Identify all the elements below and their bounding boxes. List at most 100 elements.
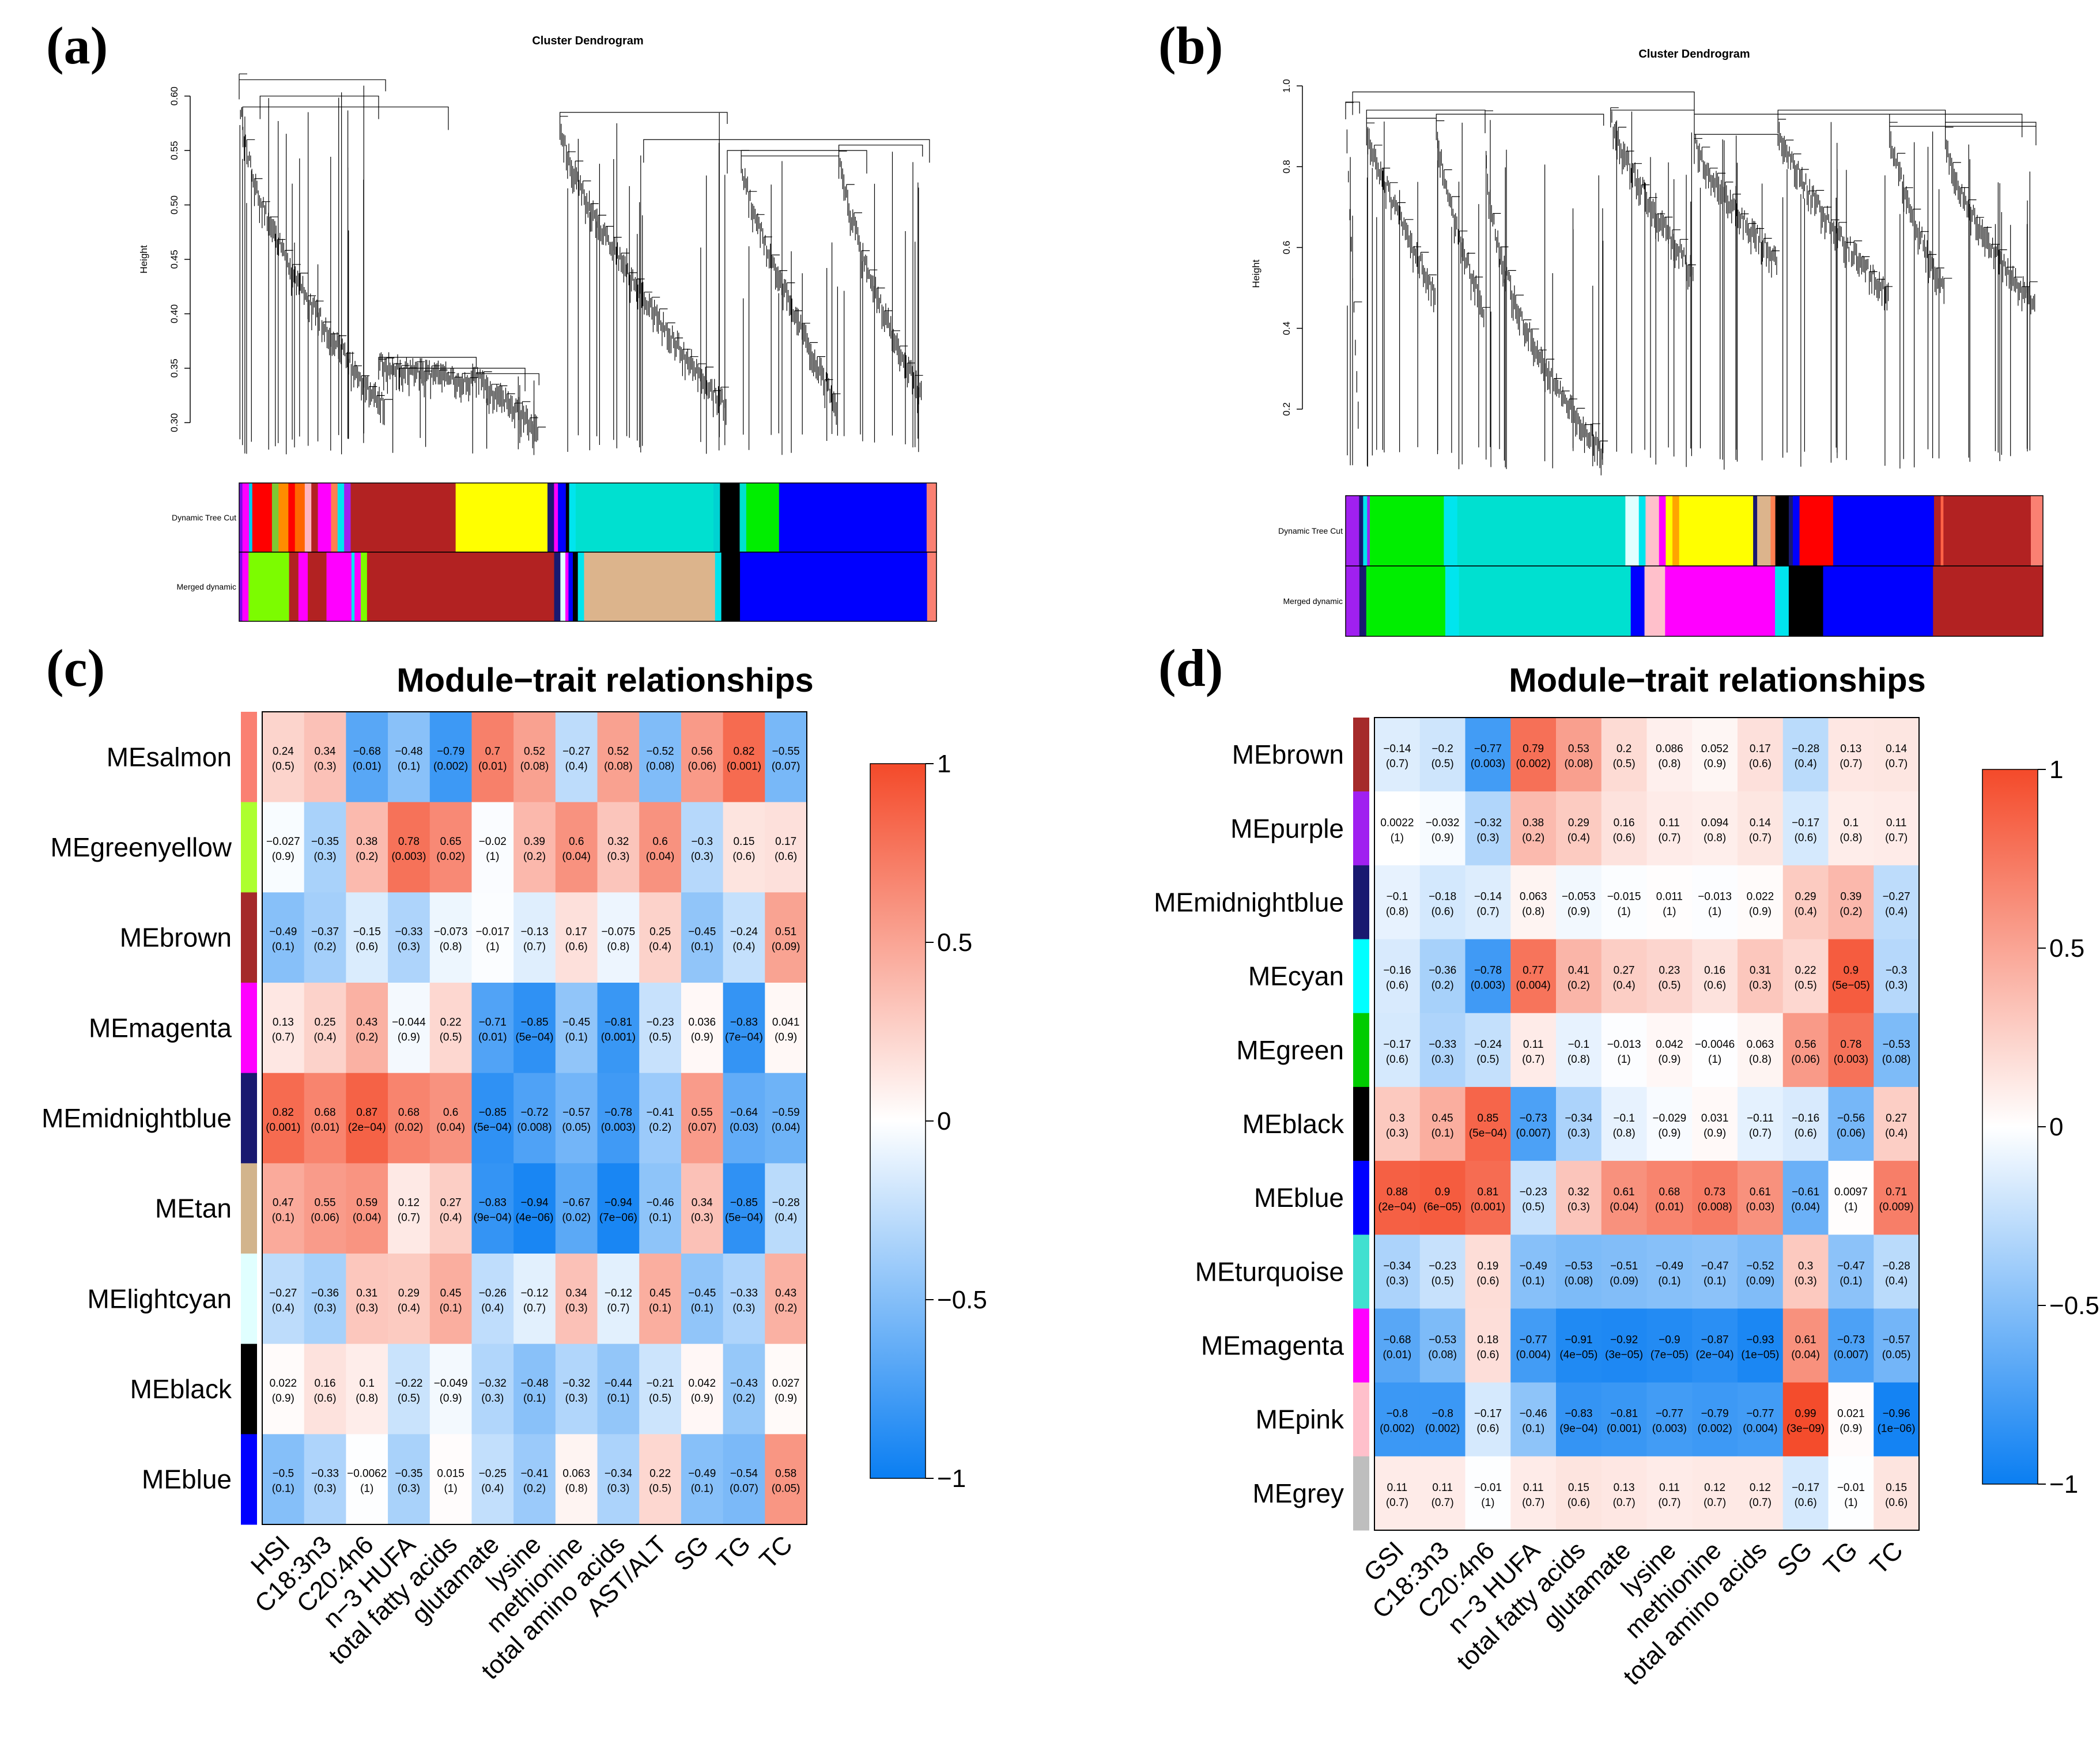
cell-p-value: (0.9) [1658,1054,1680,1066]
heatmap-cell [1782,865,1829,940]
cell-p-value: (0.003) [1652,1423,1687,1435]
track-segment [1770,496,1776,566]
cell-correlation: −0.94 [520,1197,549,1209]
cell-p-value: (0.6) [1749,758,1772,770]
cell-p-value: (0.6) [1613,832,1636,844]
cell-correlation: 0.45 [1432,1112,1453,1124]
heatmap-cell [555,1163,598,1254]
cell-p-value: (0.3) [481,1392,504,1405]
cell-correlation: −0.79 [1701,1408,1729,1420]
cell-p-value: (0.6) [1432,905,1454,918]
cell-p-value: (0.001) [266,1122,300,1134]
cell-correlation: −0.32 [562,1377,590,1390]
cell-correlation: 0.022 [1747,890,1774,903]
cell-p-value: (0.04) [1610,1201,1638,1213]
cell-correlation: −0.14 [1383,743,1411,755]
cell-correlation: 0.61 [1795,1334,1816,1346]
heatmap-cell [1874,1161,1920,1235]
cell-correlation: 0.59 [356,1197,377,1209]
heatmap-cell [1782,1086,1829,1161]
cell-p-value: (0.3) [1795,1275,1817,1287]
cell-correlation: −0.32 [479,1377,507,1390]
cell-correlation: 0.16 [1704,965,1725,977]
track-segment [239,552,243,621]
heatmap-cell [1646,1161,1693,1235]
track-segment [565,483,570,552]
cell-p-value: (0.3) [1386,1275,1408,1287]
heatmap-cell [597,1434,640,1525]
track-segment [350,483,456,552]
heatmap-cell [346,1254,388,1345]
cell-p-value: (9e−04) [1559,1423,1597,1435]
cell-correlation: 0.65 [440,836,462,848]
cell-correlation: −0.54 [730,1468,758,1480]
cell-correlation: 0.27 [1886,1112,1907,1124]
cell-correlation: −0.15 [353,926,381,938]
track-segment [344,483,352,552]
cell-p-value: (0.7) [523,1302,546,1314]
heatmap-cell [346,1434,388,1525]
cell-p-value: (0.3) [607,851,629,863]
cell-correlation: 0.61 [1750,1186,1771,1198]
row-label: MElightcyan [87,1284,232,1314]
cell-p-value: (0.1) [691,941,713,953]
cell-correlation: 0.32 [1568,1186,1589,1198]
heatmap-cell [1374,791,1421,866]
heatmap-cell [1510,1382,1557,1457]
cell-p-value: (0.7) [1749,832,1772,844]
heatmap-cell [304,1163,346,1254]
heatmap-cell [471,983,514,1074]
cell-correlation: −0.28 [1883,1260,1910,1272]
cell-p-value: (0.001) [1607,1423,1641,1435]
cell-correlation: −0.26 [479,1287,507,1299]
heatmap-cell [471,1434,514,1525]
cell-p-value: (0.01) [353,760,382,772]
heatmap-cell [723,802,765,893]
heatmap-cell [1556,865,1602,940]
heatmap-cell [1601,865,1648,940]
heatmap-cell [639,892,682,983]
cell-p-value: (2e−04) [1378,1201,1416,1213]
cell-correlation: −0.64 [730,1107,758,1119]
cell-correlation: −0.28 [1792,743,1819,755]
heatmap-cell [1374,939,1421,1014]
cell-correlation: −0.5 [273,1468,294,1480]
track-segment [927,552,937,621]
cell-correlation: 0.34 [566,1287,587,1299]
cell-p-value: (0.8) [1704,832,1726,844]
cell-p-value: (0.4) [1613,980,1636,992]
cell-correlation: 0.11 [1659,817,1680,829]
colorbar [1982,769,2038,1485]
heatmap-cell [1510,718,1557,792]
cell-correlation: 0.56 [692,745,713,757]
heatmap-cell [1738,865,1784,940]
cell-p-value: (0.3) [314,851,336,863]
heatmap-cell [1738,1161,1784,1235]
heatmap-cell [1374,1456,1421,1531]
cell-correlation: 0.34 [692,1197,713,1209]
heatmap-cell [1782,1308,1829,1383]
heatmap-cell [1782,791,1829,866]
heatmap-cell [1419,939,1466,1014]
heatmap-cell [1419,865,1466,940]
cell-p-value: (1) [444,1483,457,1495]
cell-p-value: (0.3) [1749,980,1772,992]
heatmap-cell [1782,1013,1829,1088]
module-color-swatch [1353,1456,1369,1531]
heatmap-cell [1874,1382,1920,1457]
track-segment [554,552,561,621]
heatmap-cell [639,1073,682,1164]
colorbar-tick-label: 0 [2049,1113,2063,1141]
cell-correlation: 0.45 [440,1287,462,1299]
heatmap-cell [471,892,514,983]
cell-correlation: 0.031 [1701,1112,1729,1124]
track-segment [1833,496,1935,566]
heatmap-cell [765,802,807,893]
cell-p-value: (0.6) [356,941,378,953]
heatmap-cell [1556,939,1602,1014]
cell-p-value: (0.9) [1749,905,1772,918]
track-segment [577,552,585,621]
track-segment [1943,496,2031,566]
track-segment [720,483,741,552]
cell-correlation: 0.12 [398,1197,420,1209]
